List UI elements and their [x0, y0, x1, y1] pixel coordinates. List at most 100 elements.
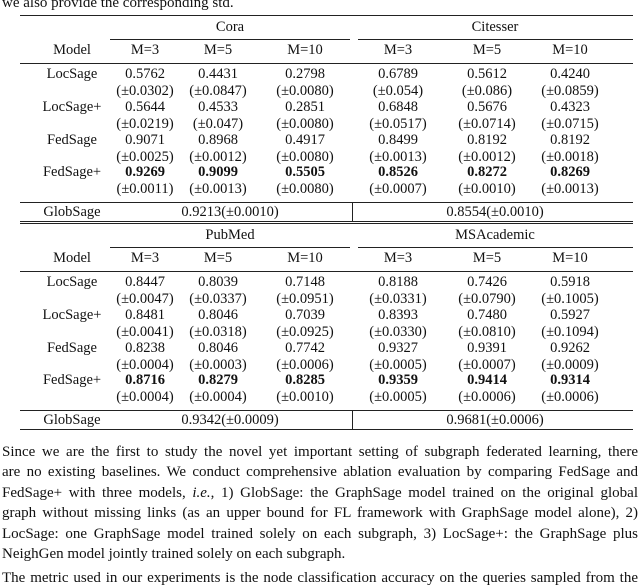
std-value: (±0.0012) [189, 149, 247, 165]
mean-value: 0.5505 [285, 164, 325, 180]
mean-value: 0.8192 [467, 132, 507, 148]
mean-value: 0.8716 [125, 372, 165, 388]
model-name: FedSage [47, 132, 97, 148]
mean-value: 0.8393 [378, 307, 418, 323]
model-name: LocSage [46, 274, 98, 290]
std-value: (±0.0330) [369, 324, 427, 340]
std-value: (±0.086) [461, 83, 513, 99]
column-header: Model [53, 250, 91, 266]
mean-value: 0.9071 [125, 132, 165, 148]
dataset-title: PubMed [205, 227, 255, 243]
column-header: M=10 [552, 250, 588, 266]
std-value: (±0.054) [372, 83, 424, 99]
mean-value: 0.8192 [550, 132, 590, 148]
std-value: (±0.0013) [369, 149, 427, 165]
dataset-title: Cora [215, 19, 245, 35]
column-header: M=3 [130, 42, 160, 58]
std-value: (±0.0006) [458, 389, 516, 405]
std-value: (±0.0004) [116, 389, 174, 405]
mean-value: 0.9359 [378, 372, 418, 388]
mean-value: 0.8046 [198, 307, 238, 323]
std-value: (±0.0047) [116, 291, 174, 307]
std-value: (±0.0715) [541, 116, 599, 132]
column-header: M=10 [552, 42, 588, 58]
mean-value: 0.2798 [285, 66, 325, 82]
text-segment: LocSage: one GraphSage model trained sol… [2, 525, 638, 542]
dataset-title: MSAcademic [455, 227, 535, 243]
std-value: (±0.0859) [541, 83, 599, 99]
text-segment: i.e. [192, 484, 211, 501]
rule [110, 39, 350, 40]
rule [358, 39, 633, 40]
column-header: M=10 [287, 42, 323, 58]
mean-value: 0.9262 [550, 340, 590, 356]
std-value: (±0.0951) [276, 291, 334, 307]
std-value: (±0.0007) [458, 357, 516, 373]
std-value: (±0.0080) [276, 181, 334, 197]
mean-value: 0.4240 [550, 66, 590, 82]
rule [20, 15, 633, 16]
std-value: (±0.0925) [276, 324, 334, 340]
glob-value: 0.9681(±0.0006) [446, 412, 544, 428]
paragraph-line: LocSage: one GraphSage model trained sol… [2, 525, 638, 543]
glob-value: 0.9213(±0.0010) [181, 204, 279, 220]
model-name: GlobSage [43, 204, 101, 220]
text-segment: graph without missing links (as an upper… [2, 505, 638, 522]
paragraph-line: graph without missing links (as an upper… [2, 504, 638, 522]
paragraph-line: The metric used in our experiments is th… [2, 569, 638, 587]
mean-value: 0.4323 [550, 99, 590, 115]
text-segment: The metric used in our experiments is th… [2, 570, 638, 587]
std-value: (±0.0011) [116, 181, 174, 197]
std-value: (±0.0302) [116, 83, 174, 99]
mean-value: 0.8238 [125, 340, 165, 356]
mean-value: 0.8447 [125, 274, 165, 290]
model-name: FedSage+ [42, 372, 102, 388]
mean-value: 0.8046 [198, 340, 238, 356]
std-value: (±0.047) [192, 116, 244, 132]
mean-value: 0.9414 [467, 372, 507, 388]
rule [20, 429, 633, 430]
text-segment: NeighGen model jointly trained solely on… [2, 546, 346, 562]
dataset-title: Citesser [471, 19, 519, 35]
std-value: (±0.0013) [189, 181, 247, 197]
mean-value: 0.8272 [467, 164, 507, 180]
std-value: (±0.0080) [276, 149, 334, 165]
rule [20, 223, 633, 224]
model-name: FedSage+ [42, 164, 102, 180]
std-value: (±0.0041) [116, 324, 174, 340]
mean-value: 0.7480 [467, 307, 507, 323]
std-value: (±0.0005) [369, 389, 427, 405]
std-value: (±0.0009) [541, 357, 599, 373]
std-value: (±0.0006) [541, 389, 599, 405]
mean-value: 0.8188 [378, 274, 418, 290]
mean-value: 0.6789 [378, 66, 418, 82]
column-header: M=10 [287, 250, 323, 266]
mean-value: 0.8269 [550, 164, 590, 180]
mean-value: 0.9391 [467, 340, 507, 356]
std-value: (±0.0331) [369, 291, 427, 307]
std-value: (±0.0004) [116, 357, 174, 373]
mean-value: 0.8968 [198, 132, 238, 148]
column-header: M=5 [203, 250, 233, 266]
paragraph-line: are no existing baselines. We conduct co… [2, 463, 638, 481]
rule [358, 247, 633, 248]
std-value: (±0.0005) [369, 357, 427, 373]
std-value: (±0.0003) [189, 357, 247, 373]
mean-value: 0.2851 [285, 99, 325, 115]
mean-value: 0.9314 [550, 372, 590, 388]
std-value: (±0.1005) [541, 291, 599, 307]
mean-value: 0.7039 [285, 307, 325, 323]
std-value: (±0.0018) [541, 149, 599, 165]
mean-value: 0.8526 [378, 164, 418, 180]
rule [20, 63, 633, 64]
std-value: (±0.0790) [458, 291, 516, 307]
std-value: (±0.0714) [458, 116, 516, 132]
column-header: M=3 [130, 250, 160, 266]
rule [110, 247, 350, 248]
intro-text: we also provide the corresponding std. [2, 0, 234, 11]
column-header: M=3 [383, 42, 413, 58]
mean-value: 0.4533 [198, 99, 238, 115]
std-value: (±0.0025) [116, 149, 174, 165]
column-header: Model [53, 42, 91, 58]
